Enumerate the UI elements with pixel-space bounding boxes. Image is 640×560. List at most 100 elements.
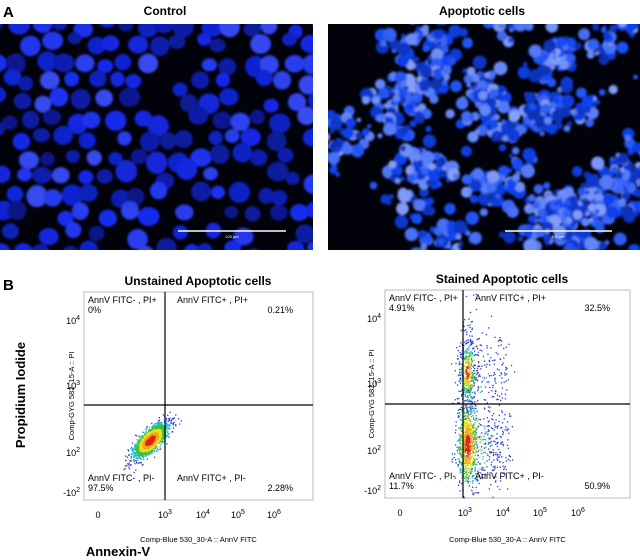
event-dot <box>482 456 483 457</box>
nucleus <box>202 58 217 71</box>
event-dot <box>134 452 135 453</box>
event-dot <box>470 420 471 421</box>
fragment <box>506 205 518 217</box>
event-dot <box>153 441 154 442</box>
event-dot <box>474 373 475 374</box>
fragment <box>600 0 614 10</box>
event-dot <box>155 446 156 447</box>
scale-bar-label: 100 µm <box>225 234 239 239</box>
event-dot <box>476 309 477 310</box>
event-dot <box>472 398 473 399</box>
event-dot <box>158 421 159 422</box>
tick-exp: 3 <box>76 380 80 387</box>
event-dot <box>139 439 140 440</box>
event-dot <box>464 437 465 438</box>
event-dot <box>486 377 487 378</box>
event-dot <box>147 442 148 443</box>
event-dot <box>502 462 503 463</box>
event-dot <box>459 459 460 460</box>
flow-plot: Unstained Apoptotic cellsAnnV FITC- , PI… <box>63 274 313 544</box>
fragment <box>498 166 509 177</box>
fragment <box>618 198 627 207</box>
event-dot <box>136 444 137 445</box>
event-dot <box>474 355 475 356</box>
event-dot <box>502 422 503 423</box>
fragment <box>588 204 595 211</box>
nucleus <box>97 6 118 28</box>
event-dot <box>478 372 479 373</box>
x-axis-title: Annexin-V <box>86 544 151 559</box>
tick-base: -10 <box>63 488 76 498</box>
event-dot <box>157 428 158 429</box>
event-dot <box>148 440 149 441</box>
event-dot <box>467 339 468 340</box>
fragment <box>540 131 545 136</box>
event-dot <box>157 424 158 425</box>
event-dot <box>465 389 466 390</box>
event-dot <box>477 363 478 364</box>
fragment <box>426 180 432 186</box>
quadrant-name: AnnV FITC- , PI+ <box>88 295 157 305</box>
event-dot <box>466 400 467 401</box>
event-dot <box>479 457 480 458</box>
event-dot <box>483 444 484 445</box>
tick-label: 102 <box>367 445 381 456</box>
fragment <box>576 231 583 238</box>
event-dot <box>461 470 462 471</box>
event-dot <box>488 438 489 439</box>
event-dot <box>146 444 147 445</box>
event-dot <box>507 445 508 446</box>
event-dot <box>470 428 471 429</box>
fragment <box>355 132 363 140</box>
nucleus <box>267 162 289 182</box>
event-dot <box>467 446 468 447</box>
event-dot <box>469 475 470 476</box>
event-dot <box>472 487 473 488</box>
event-dot <box>472 492 473 493</box>
event-dot <box>470 388 471 389</box>
nucleus <box>44 189 62 206</box>
event-dot <box>494 425 495 426</box>
fragment <box>609 85 618 94</box>
event-dot <box>459 364 460 365</box>
nucleus <box>7 186 24 202</box>
event-dot <box>135 460 136 461</box>
event-dot <box>455 444 456 445</box>
event-dot <box>471 458 472 459</box>
event-dot <box>497 442 498 443</box>
event-dot <box>471 490 472 491</box>
event-dot <box>472 354 473 355</box>
event-dot <box>477 366 478 367</box>
nucleus <box>79 184 98 202</box>
fragment <box>623 211 635 223</box>
fragment <box>619 167 624 172</box>
event-dot <box>158 424 159 425</box>
event-dot <box>156 438 157 439</box>
event-dot <box>473 430 474 431</box>
event-dot <box>465 396 466 397</box>
event-dot <box>505 466 506 467</box>
fragment <box>628 244 640 256</box>
nucleus <box>89 226 105 241</box>
fragment <box>603 32 611 40</box>
fragment <box>603 194 614 205</box>
event-dot <box>482 425 483 426</box>
fragment <box>584 250 595 261</box>
event-dot <box>499 339 500 340</box>
event-dot <box>469 436 470 437</box>
tick-label: 105 <box>231 509 245 520</box>
event-dot <box>146 451 147 452</box>
nucleus <box>87 150 102 165</box>
event-dot <box>478 462 479 463</box>
nucleus <box>303 54 323 74</box>
nucleus <box>138 207 160 226</box>
y-axis-label: Comp-GYG 582_15-A :: PI <box>367 350 376 439</box>
nucleus <box>273 71 291 90</box>
quadrant-percent: 97.5% <box>88 483 114 493</box>
fragment <box>425 126 431 132</box>
nucleus <box>184 244 200 260</box>
fragment <box>579 259 588 268</box>
event-dot <box>471 358 472 359</box>
event-dot <box>468 462 469 463</box>
fragment <box>471 257 481 267</box>
